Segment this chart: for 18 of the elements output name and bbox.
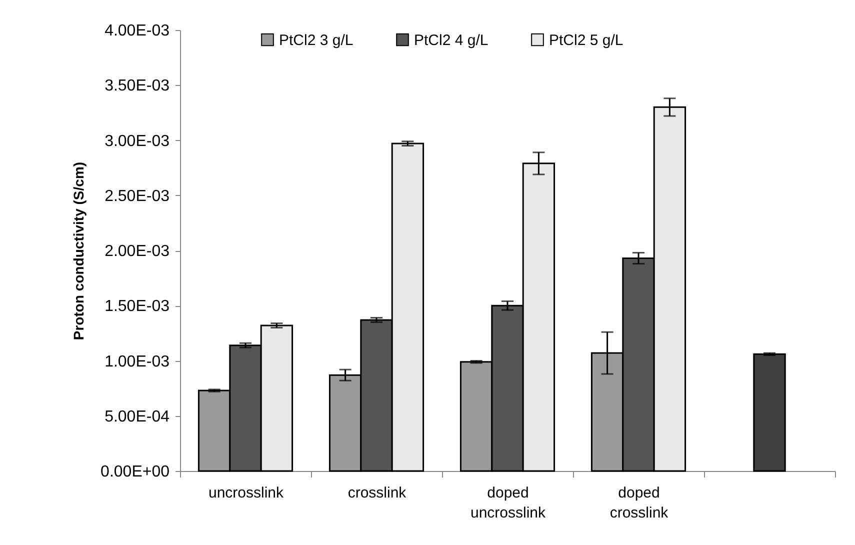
y-tick-label: 5.00E-04 (104, 408, 170, 426)
y-tick-label: 1.50E-03 (104, 298, 170, 316)
y-tick-label: 1.00E-03 (104, 353, 170, 370)
legend-label: PtCl2 5 g/L (549, 32, 624, 49)
x-tick-label: crosslink (348, 484, 407, 502)
y-tick-label: 3.50E-03 (104, 78, 170, 95)
y-tick-label: 0.00E+00 (100, 464, 170, 480)
y-tick-label: 2.00E-03 (104, 243, 170, 260)
bar (753, 353, 786, 472)
x-tick-label: uncrosslink (208, 484, 284, 502)
y-tick-label: 2.50E-03 (104, 188, 170, 205)
x-tick-label: doped uncrosslink (470, 484, 546, 522)
x-tick-label: doped crosslink (610, 484, 669, 522)
y-tick-label: 4.00E-03 (104, 22, 170, 40)
legend-label: PtCl2 4 g/L (414, 32, 488, 49)
y-axis-title: Proton conductivity (S/cm) (70, 162, 87, 340)
y-tick-label: 3.00E-03 (104, 132, 170, 150)
legend-label: PtCl2 3 g/L (279, 32, 354, 49)
